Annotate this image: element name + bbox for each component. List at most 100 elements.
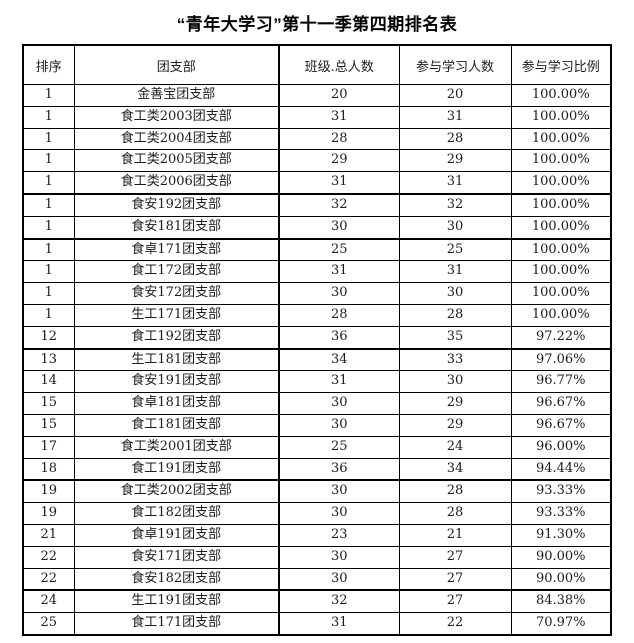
participants-cell: 31 [398, 260, 512, 284]
branch-cell: 食安172团支部 [73, 282, 280, 305]
class-total-cell: 28 [278, 303, 400, 327]
table-row: 1 生工171团支部 28 28 100.00% [22, 303, 612, 327]
participants-cell: 30 [398, 370, 512, 394]
table-row: 19 食工类2002团支部 30 28 93.33% [22, 479, 612, 504]
participants-cell: 27 [398, 567, 512, 592]
class-total-cell: 31 [278, 612, 400, 636]
branch-cell: 食工类2005团支部 [73, 149, 280, 173]
rank-cell: 22 [22, 545, 75, 569]
table-row: 13 生工181团支部 34 33 97.06% [22, 348, 612, 372]
rank-cell: 24 [22, 589, 75, 614]
table-row: 18 食工191团支部 36 34 94.44% [22, 457, 612, 482]
participants-cell: 21 [398, 523, 512, 547]
class-total-cell: 31 [278, 105, 400, 129]
participants-cell: 32 [398, 193, 512, 217]
column-header: 参与学习比例 [510, 44, 612, 85]
ratio-cell: 96.77% [510, 370, 612, 394]
rank-cell: 21 [22, 523, 75, 547]
branch-cell: 食卓181团支部 [73, 392, 280, 415]
column-header: 排序 [22, 44, 75, 85]
branch-cell: 金善宝团支部 [73, 84, 280, 107]
class-total-cell: 31 [278, 260, 400, 284]
branch-cell: 食安182团支部 [73, 567, 280, 592]
header-row: 排序 团支部 班级.总人数 参与学习人数 参与学习比例 [22, 44, 612, 85]
branch-cell: 生工171团支部 [73, 303, 280, 327]
branch-cell: 食安171团支部 [73, 545, 280, 569]
participants-cell: 30 [398, 282, 512, 305]
participants-cell: 27 [398, 545, 512, 569]
class-total-cell: 30 [278, 567, 400, 592]
participants-cell: 28 [398, 502, 512, 525]
participants-cell: 30 [398, 215, 512, 240]
participants-cell: 28 [398, 303, 512, 327]
table-row: 22 食安182团支部 30 27 90.00% [22, 567, 612, 592]
class-total-cell: 30 [278, 413, 400, 437]
participants-cell: 29 [398, 392, 512, 415]
rank-cell: 1 [22, 215, 75, 240]
branch-cell: 生工191团支部 [73, 589, 280, 614]
column-header: 班级.总人数 [278, 44, 400, 85]
table-row: 25 食工171团支部 31 22 70.97% [22, 612, 612, 636]
table-row: 1 食工类2003团支部 31 31 100.00% [22, 105, 612, 129]
table-row: 1 食安172团支部 30 30 100.00% [22, 282, 612, 305]
participants-cell: 35 [398, 325, 512, 350]
rank-cell: 1 [22, 171, 75, 195]
ratio-cell: 100.00% [510, 149, 612, 173]
branch-cell: 食卓191团支部 [73, 523, 280, 547]
ratio-cell: 100.00% [510, 105, 612, 129]
class-total-cell: 34 [278, 348, 400, 372]
branch-cell: 食工171团支部 [73, 612, 280, 636]
rank-cell: 14 [22, 370, 75, 394]
ratio-cell: 84.38% [510, 589, 612, 614]
ratio-cell: 100.00% [510, 260, 612, 284]
table-row: 1 食工类2006团支部 31 31 100.00% [22, 171, 612, 195]
ratio-cell: 90.00% [510, 545, 612, 569]
rank-cell: 1 [22, 127, 75, 151]
ratio-cell: 96.67% [510, 392, 612, 415]
ratio-cell: 93.33% [510, 479, 612, 504]
rank-cell: 1 [22, 238, 75, 262]
column-header: 团支部 [73, 44, 280, 85]
branch-cell: 食工类2002团支部 [73, 479, 280, 504]
class-total-cell: 25 [278, 238, 400, 262]
ratio-cell: 96.67% [510, 413, 612, 437]
class-total-cell: 30 [278, 282, 400, 305]
participants-cell: 27 [398, 589, 512, 614]
branch-cell: 食工191团支部 [73, 457, 280, 482]
branch-cell: 食工181团支部 [73, 413, 280, 437]
branch-cell: 食工类2001团支部 [73, 435, 280, 459]
table-row: 15 食卓181团支部 30 29 96.67% [22, 392, 612, 415]
table-row: 22 食安171团支部 30 27 90.00% [22, 545, 612, 569]
rank-cell: 1 [22, 84, 75, 107]
table-row: 1 食工类2005团支部 29 29 100.00% [22, 149, 612, 173]
class-total-cell: 30 [278, 392, 400, 415]
class-total-cell: 36 [278, 457, 400, 482]
rank-cell: 19 [22, 502, 75, 525]
table-row: 15 食工181团支部 30 29 96.67% [22, 413, 612, 437]
rank-cell: 17 [22, 435, 75, 459]
rank-cell: 18 [22, 457, 75, 482]
table-row: 1 食工类2004团支部 28 28 100.00% [22, 127, 612, 151]
ranking-table: 排序 团支部 班级.总人数 参与学习人数 参与学习比例 1 金善宝团支部 20 20 100.0… [22, 44, 612, 636]
table-row: 1 金善宝团支部 20 20 100.00% [22, 84, 612, 107]
class-total-cell: 36 [278, 325, 400, 350]
participants-cell: 25 [398, 238, 512, 262]
rank-cell: 25 [22, 612, 75, 636]
ratio-cell: 100.00% [510, 84, 612, 107]
participants-cell: 22 [398, 612, 512, 636]
branch-cell: 食安191团支部 [73, 370, 280, 394]
class-total-cell: 30 [278, 502, 400, 525]
page: “青年大学习”第十一季第四期排名表 排序 团支部 班级.总人数 参与学习人数 参与学习比… [0, 13, 634, 643]
rank-cell: 13 [22, 348, 75, 372]
ratio-cell: 94.44% [510, 457, 612, 482]
branch-cell: 食卓171团支部 [73, 238, 280, 262]
class-total-cell: 31 [278, 370, 400, 394]
table-row: 14 食安191团支部 31 30 96.77% [22, 370, 612, 394]
table-row: 1 食工172团支部 31 31 100.00% [22, 260, 612, 284]
class-total-cell: 30 [278, 215, 400, 240]
page-title: “青年大学习”第十一季第四期排名表 [176, 15, 458, 34]
class-total-cell: 30 [278, 545, 400, 569]
branch-cell: 食工类2006团支部 [73, 171, 280, 195]
rank-cell: 22 [22, 567, 75, 592]
table-row: 19 食工182团支部 30 28 93.33% [22, 502, 612, 525]
